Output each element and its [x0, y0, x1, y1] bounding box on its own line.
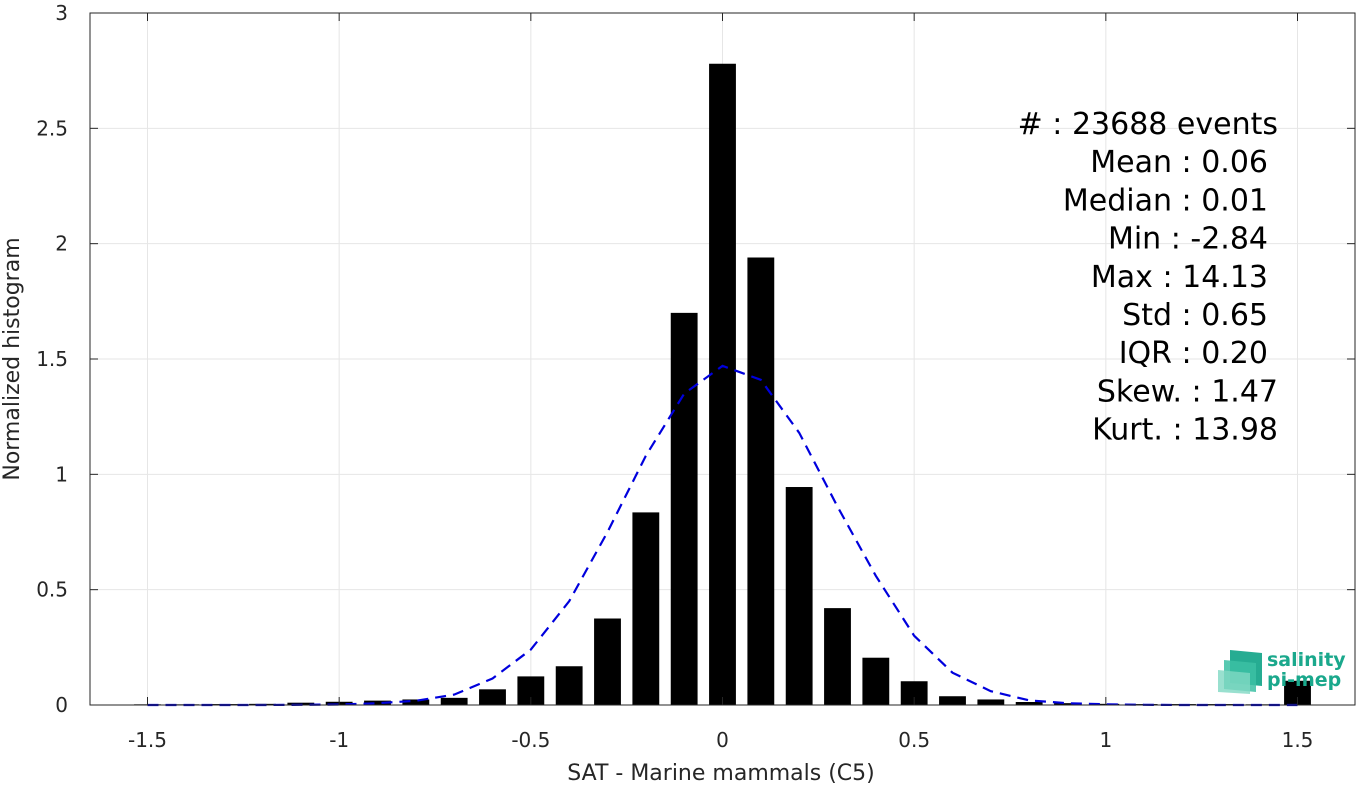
x-axis-label: SAT - Marine mammals (C5) — [567, 761, 875, 785]
histogram-bar — [747, 257, 775, 705]
y-tick-label: 2.5 — [36, 116, 68, 140]
histogram-bar — [785, 487, 813, 705]
stat-line: Min : -2.84 — [1108, 222, 1268, 257]
histogram-bar — [939, 696, 966, 705]
histogram-bar — [364, 700, 391, 705]
histogram-bar — [594, 618, 621, 705]
y-axis-ticks: 0 0.5 1 1.5 2 2.5 3 — [36, 1, 1355, 717]
histogram-bar — [900, 681, 928, 705]
x-tick-label: 0 — [716, 728, 729, 752]
histogram-bar — [862, 657, 890, 705]
x-axis-ticks: -1.5 -1 -0.5 0 0.5 1 1.5 — [128, 13, 1313, 752]
stat-line: Median : 0.01 — [1063, 183, 1268, 218]
y-tick-label: 2 — [55, 232, 68, 256]
x-tick-label: 0.5 — [898, 728, 930, 752]
y-tick-label: 3 — [55, 1, 68, 25]
histogram-bar — [670, 312, 698, 705]
y-axis-label: Normalized histogram — [0, 237, 25, 480]
histogram-bar — [555, 666, 583, 705]
histogram-bar — [632, 512, 660, 705]
y-tick-label: 0 — [55, 693, 68, 717]
stat-line: Max : 14.13 — [1091, 260, 1268, 295]
stat-line: # : 23688 events — [1018, 107, 1278, 142]
histogram-bar — [824, 608, 851, 705]
histogram-bar — [1015, 702, 1043, 705]
histogram-bar — [977, 699, 1005, 705]
logo-text-pi-mep: pi-mep — [1267, 669, 1341, 691]
stat-line: IQR : 0.20 — [1119, 336, 1268, 371]
x-tick-label: -1.5 — [128, 728, 167, 752]
y-tick-label: 1.5 — [36, 347, 68, 371]
histogram-bar — [402, 699, 430, 705]
histogram-bar — [479, 689, 506, 705]
logo-text-salinity: salinity — [1267, 649, 1346, 671]
histogram-bar — [709, 63, 736, 706]
stat-line: Mean : 0.06 — [1090, 145, 1268, 180]
y-tick-label: 0.5 — [36, 578, 68, 602]
histogram-bar — [1054, 703, 1081, 705]
y-tick-label: 1 — [55, 462, 68, 486]
stat-line: Kurt. : 13.98 — [1092, 413, 1278, 448]
stat-line: Skew. : 1.47 — [1097, 374, 1278, 409]
x-tick-label: 1.5 — [1282, 728, 1314, 752]
histogram-bars — [134, 63, 1311, 706]
normal-fit-curve — [147, 364, 1298, 707]
x-tick-label: -0.5 — [511, 728, 550, 752]
x-tick-label: -1 — [329, 728, 349, 752]
x-tick-label: 1 — [1099, 728, 1112, 752]
stat-line: Std : 0.65 — [1122, 298, 1268, 333]
salinity-pi-mep-logo: salinity pi-mep — [1218, 649, 1346, 694]
logo-wave-icon — [1218, 650, 1262, 694]
histogram-bar — [440, 697, 468, 705]
